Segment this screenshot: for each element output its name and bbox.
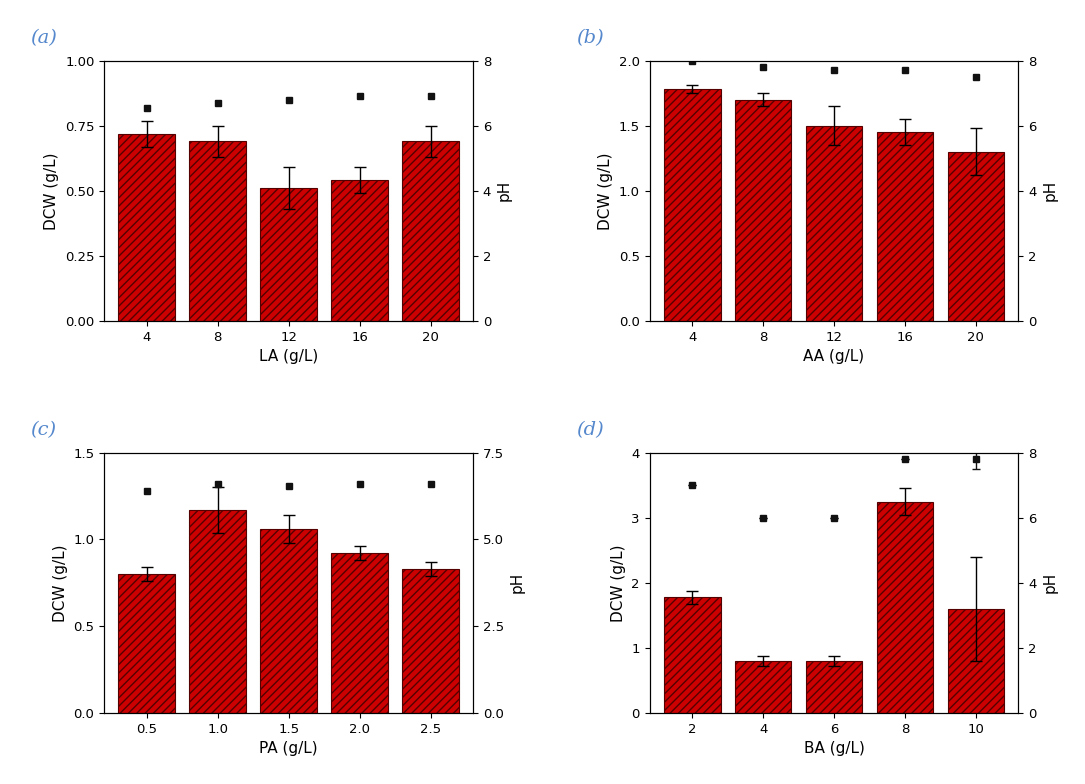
Bar xyxy=(664,597,720,713)
Y-axis label: DCW (g/L): DCW (g/L) xyxy=(598,152,613,230)
Bar xyxy=(403,141,459,321)
Bar xyxy=(190,510,246,713)
Bar xyxy=(403,569,459,713)
Bar xyxy=(260,529,317,713)
Bar xyxy=(947,609,1005,713)
Bar xyxy=(118,574,175,713)
Text: (b): (b) xyxy=(576,30,603,48)
Y-axis label: pH: pH xyxy=(510,572,524,593)
X-axis label: AA (g/L): AA (g/L) xyxy=(803,349,865,365)
Y-axis label: DCW (g/L): DCW (g/L) xyxy=(53,544,68,622)
Bar xyxy=(806,125,863,321)
Bar xyxy=(331,554,388,713)
Bar xyxy=(118,133,175,321)
Y-axis label: DCW (g/L): DCW (g/L) xyxy=(611,544,626,622)
Bar xyxy=(190,141,246,321)
Bar xyxy=(735,100,791,321)
Bar xyxy=(260,188,317,321)
Bar xyxy=(664,89,720,321)
Bar xyxy=(331,180,388,321)
Bar xyxy=(735,661,791,713)
Bar xyxy=(877,132,933,321)
X-axis label: LA (g/L): LA (g/L) xyxy=(259,349,318,365)
X-axis label: PA (g/L): PA (g/L) xyxy=(259,741,318,757)
Bar xyxy=(947,152,1005,321)
Bar xyxy=(806,661,863,713)
Y-axis label: pH: pH xyxy=(497,180,512,201)
Text: (c): (c) xyxy=(30,422,56,440)
Text: (a): (a) xyxy=(30,30,58,48)
Y-axis label: pH: pH xyxy=(1043,572,1057,593)
X-axis label: BA (g/L): BA (g/L) xyxy=(804,741,865,757)
Y-axis label: DCW (g/L): DCW (g/L) xyxy=(44,152,60,230)
Bar xyxy=(877,502,933,713)
Y-axis label: pH: pH xyxy=(1043,180,1057,201)
Text: (d): (d) xyxy=(576,422,603,440)
